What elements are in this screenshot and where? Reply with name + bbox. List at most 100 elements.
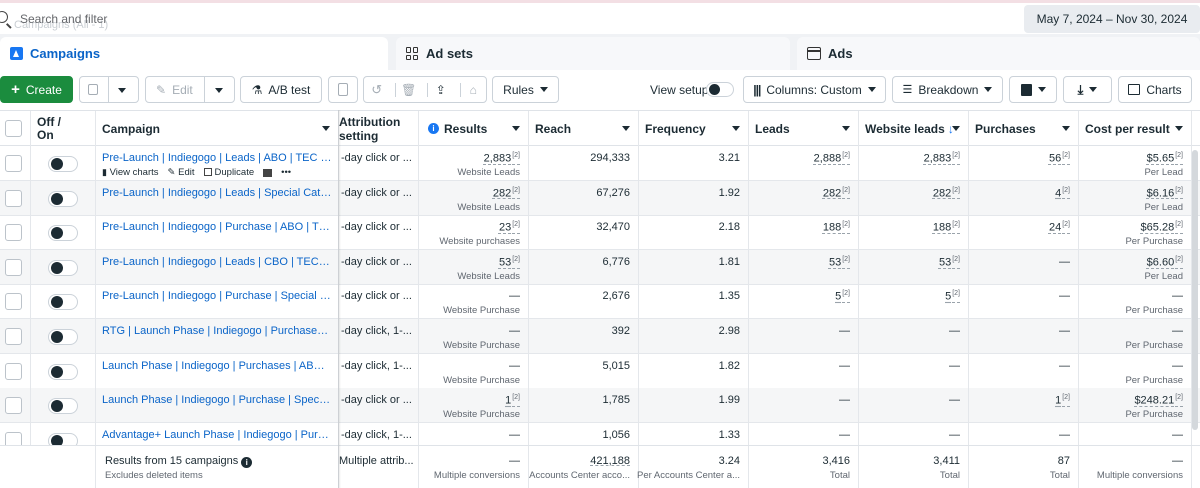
table-row[interactable]: Pre-Launch | Indiegogo | Purchase | Spec… bbox=[0, 284, 1200, 320]
preview-icon[interactable] bbox=[263, 168, 273, 177]
table-row[interactable]: Pre-Launch | Indiegogo | Leads | CBO | T… bbox=[0, 249, 1200, 285]
header-reach[interactable]: Reach bbox=[529, 111, 639, 146]
reports-button[interactable] bbox=[1009, 76, 1057, 103]
export-button[interactable]: ⤓ bbox=[1063, 76, 1112, 103]
charts-button[interactable]: Charts bbox=[1118, 76, 1192, 103]
trash-icon[interactable]: 🗑 bbox=[395, 82, 421, 97]
cell-subtext: Per Purchase bbox=[1125, 305, 1183, 317]
table-row[interactable]: RTG | Launch Phase | Indiegogo | Purchas… bbox=[0, 319, 1200, 354]
row-checkbox[interactable] bbox=[5, 258, 22, 276]
row-checkbox[interactable] bbox=[5, 328, 22, 345]
clipboard-button[interactable] bbox=[328, 76, 358, 103]
cell-value: — bbox=[1059, 325, 1070, 337]
view-setup-toggle[interactable] bbox=[706, 82, 734, 97]
header-leads[interactable]: Leads bbox=[749, 111, 859, 146]
footnote-marker: [2] bbox=[512, 255, 520, 263]
footnote-marker: [2] bbox=[842, 221, 850, 229]
table-row[interactable]: Launch Phase | Indiegogo | Purchase | Sp… bbox=[0, 388, 1200, 424]
table-row[interactable]: Pre-Launch | Indiegogo | Leads | ABO | T… bbox=[0, 146, 1200, 181]
tab-campaigns[interactable]: Campaigns bbox=[0, 37, 388, 70]
search-bar[interactable]: Campaigns (All - 1) bbox=[0, 5, 1022, 31]
reach-cell: 2,676 bbox=[529, 284, 639, 319]
campaign-toggle[interactable] bbox=[48, 363, 78, 380]
chevron-down-icon[interactable] bbox=[215, 88, 223, 93]
campaign-name-link[interactable]: Pre-Launch | Indiegogo | Purchase | Spec… bbox=[102, 290, 332, 303]
level-tabs: Campaigns Ad sets Ads bbox=[0, 34, 1200, 70]
header-results[interactable]: i Results bbox=[419, 111, 529, 146]
table-row[interactable]: Launch Phase | Indiegogo | Purchases | A… bbox=[0, 353, 1200, 389]
row-checkbox[interactable] bbox=[5, 189, 22, 207]
website-leads-cell: 53[2] bbox=[859, 249, 969, 284]
tag-icon[interactable]: ⌂ bbox=[459, 82, 486, 97]
cell-value: 2,883[2] bbox=[924, 152, 960, 165]
row-checkbox[interactable] bbox=[5, 155, 22, 172]
header-off-on[interactable]: Off / On bbox=[31, 111, 96, 146]
value-text: 56 bbox=[1048, 152, 1062, 165]
header-attribution[interactable]: Attribution setting bbox=[339, 111, 419, 146]
website-leads-cell: 5[2] bbox=[859, 284, 969, 319]
row-checkbox[interactable] bbox=[5, 362, 22, 380]
search-input[interactable] bbox=[20, 9, 1000, 29]
more-action[interactable]: ••• bbox=[281, 167, 292, 178]
campaign-toggle[interactable] bbox=[48, 398, 78, 415]
info-icon[interactable]: i bbox=[428, 123, 439, 134]
footer-attribution-value: Multiple attrib... bbox=[339, 455, 414, 467]
table-row[interactable]: Pre-Launch | Indiegogo | Leads | Special… bbox=[0, 180, 1200, 216]
header-campaign[interactable]: Campaign bbox=[96, 111, 339, 146]
cell-value: 2,676 bbox=[602, 290, 630, 302]
campaign-name-link[interactable]: Launch Phase | Indiegogo | Purchases | A… bbox=[102, 359, 332, 372]
select-all-checkbox[interactable] bbox=[5, 120, 22, 137]
breakdown-button[interactable]: ☰ Breakdown bbox=[892, 76, 1003, 103]
cell-value: — bbox=[1172, 360, 1183, 372]
table-row[interactable]: Pre-Launch | Indiegogo | Purchase | ABO … bbox=[0, 215, 1200, 251]
campaign-name-link[interactable]: Pre-Launch | Indiegogo | Purchase | ABO … bbox=[102, 221, 332, 234]
campaign-toggle[interactable] bbox=[48, 225, 78, 242]
row-checkbox[interactable] bbox=[5, 224, 22, 242]
attribution-value: -day click, 1-... bbox=[341, 428, 412, 441]
campaign-toggle[interactable] bbox=[48, 329, 78, 345]
duplicate-action[interactable]: Duplicate bbox=[203, 167, 254, 178]
tab-ads[interactable]: Ads bbox=[797, 37, 1200, 70]
columns-button[interactable]: ||| Columns: Custom bbox=[743, 76, 886, 103]
cell-subtext: Website purchases bbox=[439, 236, 520, 248]
frequency-cell: 1.92 bbox=[639, 180, 749, 215]
campaign-name-link[interactable]: RTG | Launch Phase | Indiegogo | Purchas… bbox=[102, 325, 332, 337]
campaign-name-link[interactable]: Advantage+ Launch Phase | Indiegogo | Pu… bbox=[102, 428, 332, 441]
cell-value: 23[2] bbox=[499, 221, 520, 234]
duplicate-button[interactable] bbox=[79, 76, 139, 103]
view-charts-action[interactable]: ▮ View charts bbox=[102, 167, 159, 178]
date-range-picker[interactable]: May 7, 2024 – Nov 30, 2024 bbox=[1024, 5, 1200, 33]
edit-action[interactable]: ✎ Edit bbox=[168, 167, 195, 178]
header-purchases[interactable]: Purchases bbox=[969, 111, 1079, 146]
chevron-down-icon bbox=[1089, 87, 1098, 92]
campaign-toggle[interactable] bbox=[48, 156, 78, 172]
campaign-toggle[interactable] bbox=[48, 190, 78, 207]
footer-value: 3.24 bbox=[718, 455, 740, 467]
cell-value: — bbox=[839, 429, 850, 441]
vertical-scrollbar[interactable] bbox=[1192, 150, 1198, 430]
campaign-toggle[interactable] bbox=[48, 294, 78, 311]
plus-icon: + bbox=[11, 81, 20, 98]
campaign-cell: Pre-Launch | Indiegogo | Purchase | ABO … bbox=[96, 215, 339, 250]
header-frequency[interactable]: Frequency bbox=[639, 111, 749, 146]
chevron-down-icon[interactable] bbox=[118, 88, 126, 93]
ab-test-button[interactable]: ⚗ A/B test bbox=[240, 76, 322, 103]
campaign-name-link[interactable]: Pre-Launch | Indiegogo | Leads | ABO | T… bbox=[102, 152, 332, 164]
info-icon[interactable]: i bbox=[241, 457, 253, 468]
campaign-toggle[interactable] bbox=[48, 259, 78, 276]
row-checkbox[interactable] bbox=[5, 397, 22, 415]
campaign-name-link[interactable]: Pre-Launch | Indiegogo | Leads | Special… bbox=[102, 186, 332, 199]
create-button[interactable]: + Create bbox=[0, 76, 73, 103]
tab-ad-sets[interactable]: Ad sets bbox=[396, 37, 790, 70]
export-icon[interactable]: ⇪ bbox=[427, 82, 453, 97]
undo-icon[interactable]: ↺ bbox=[371, 81, 383, 97]
campaign-name-link[interactable]: Launch Phase | Indiegogo | Purchase | Sp… bbox=[102, 394, 332, 407]
row-select-cell bbox=[0, 146, 31, 180]
header-cost-per-result[interactable]: Cost per result bbox=[1079, 111, 1192, 146]
row-checkbox[interactable] bbox=[5, 293, 22, 311]
campaign-name-link[interactable]: Pre-Launch | Indiegogo | Leads | CBO | T… bbox=[102, 255, 332, 268]
results-cell: 1[2] Website Purchase bbox=[419, 388, 529, 423]
footnote-marker: [2] bbox=[1175, 394, 1183, 402]
header-website-leads[interactable]: Website leads ↓ bbox=[859, 111, 969, 146]
rules-button[interactable]: Rules bbox=[492, 76, 559, 103]
